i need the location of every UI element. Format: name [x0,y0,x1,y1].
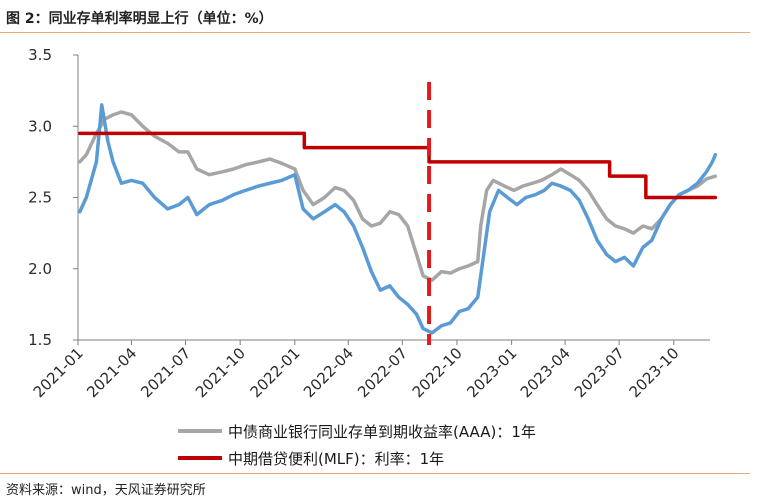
legend-mlf-label: 中期借贷便利(MLF)：利率：1年 [228,450,444,468]
legend-deposit-cert-label: 中债商业银行同业存单到期收益率(AAA)：1年 [228,423,536,441]
x-tick-label: 2021-01 [30,344,87,401]
blue-yield-line [78,103,718,335]
x-tick-label: 2022-10 [409,344,466,401]
deposit-cert-yield-line [78,110,718,282]
y-tick-label: 2.5 [28,189,52,207]
x-tick-label: 2022-07 [354,344,411,401]
y-tick-label: 1.5 [28,331,52,349]
x-tick-label: 2021-10 [192,344,249,401]
x-tick-label: 2023-04 [517,344,574,401]
y-tick-label: 3.0 [28,117,52,135]
y-tick-label: 2.0 [28,260,52,278]
x-tick-label: 2021-04 [83,344,140,401]
figure-title: 图 2：同业存单利率明显上行（单位：%） [6,11,273,27]
title-rule [0,32,750,33]
x-tick-label: 2022-04 [300,344,357,401]
x-tick-label: 2023-10 [626,344,683,401]
line-chart: 1.5 2.0 2.5 3.0 3.5 2021-012021-042021-072021… [28,46,718,468]
x-tick-label: 2022-01 [247,344,304,401]
x-tick-label: 2023-07 [571,344,628,401]
source-rule [0,473,750,474]
x-tick-label: 2023-01 [463,344,520,401]
source-note: 资料来源：wind，天风证券研究所 [6,483,206,498]
mlf-rate-line [78,131,718,200]
x-tick-label: 2021-07 [137,344,194,401]
chart-series [78,103,718,335]
y-tick-label: 3.5 [28,46,52,64]
